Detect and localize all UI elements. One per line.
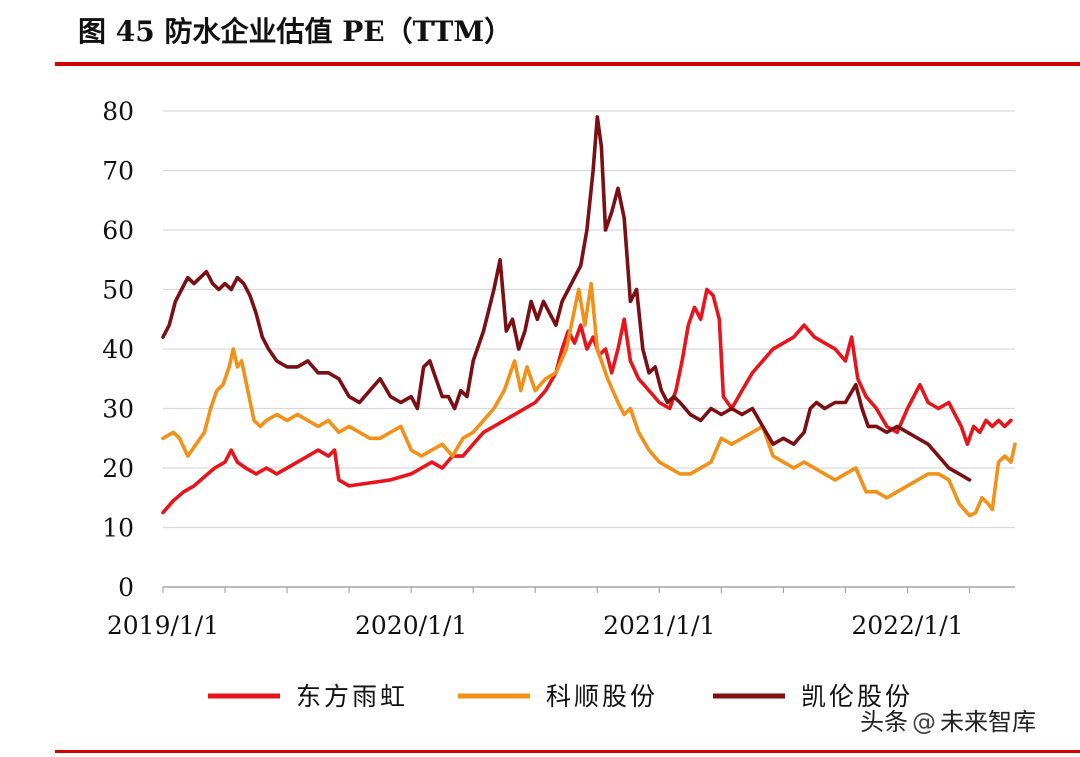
series-lines xyxy=(161,115,1017,518)
x-tick-label-2019/1/1: 2019/1/1 xyxy=(107,611,219,640)
y-tick-label-10: 10 xyxy=(102,514,134,543)
legend-label-2: 凯伦股份 xyxy=(801,682,913,711)
gridlines xyxy=(163,110,1015,529)
series-line-2 xyxy=(161,115,972,482)
y-tick-label-0: 0 xyxy=(118,573,134,602)
series-line-0 xyxy=(161,287,1013,515)
x-axis: 2019/1/1 2020/1/1 2021/1/1 2022/1/1 xyxy=(107,586,1015,640)
figure-title: 图 45 防水企业估值 PE（TTM） xyxy=(78,15,513,48)
x-tick-label-2020/1/1: 2020/1/1 xyxy=(355,611,467,640)
title-rule xyxy=(55,62,1080,66)
watermark-account: 未来智库 xyxy=(940,708,1036,736)
y-tick-label-80: 80 xyxy=(102,97,134,126)
x-tick-label-2021/1/1: 2021/1/1 xyxy=(603,611,715,640)
y-tick-label-70: 70 xyxy=(102,157,134,186)
legend-label-1: 科顺股份 xyxy=(546,682,658,711)
y-tick-label-30: 30 xyxy=(102,395,134,424)
watermark-platform: 头条 xyxy=(860,708,908,736)
x-tick-label-2022/1/1: 2022/1/1 xyxy=(851,611,963,640)
y-axis-ticks: 0 10 20 30 40 50 60 70 80 xyxy=(102,97,134,602)
y-tick-label-20: 20 xyxy=(102,454,134,483)
watermark-at: @ xyxy=(912,708,936,736)
bottom-rule xyxy=(55,750,1080,753)
y-tick-label-40: 40 xyxy=(102,335,134,364)
series-line-1 xyxy=(161,281,1017,518)
watermark: 头条 @ 未来智库 xyxy=(860,702,1036,737)
legend: 东方雨虹 科顺股份 凯伦股份 xyxy=(208,682,913,711)
y-tick-label-60: 60 xyxy=(102,216,134,245)
y-tick-label-50: 50 xyxy=(102,276,134,305)
legend-label-0: 东方雨虹 xyxy=(296,682,408,711)
